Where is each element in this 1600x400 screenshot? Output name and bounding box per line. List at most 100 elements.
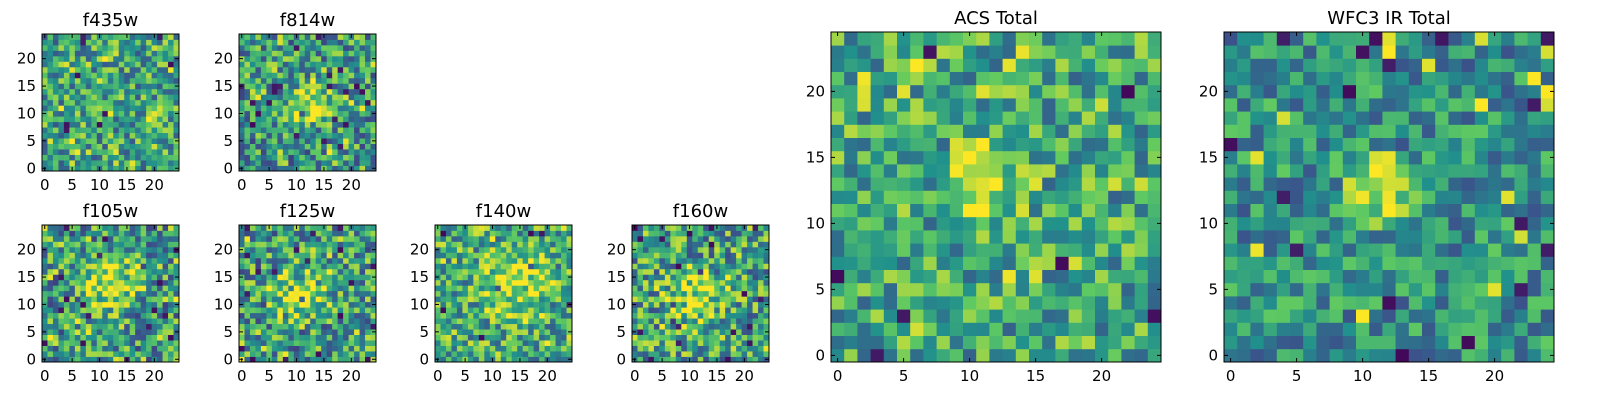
heatmap-cell xyxy=(282,160,289,166)
heatmap-cell xyxy=(1290,243,1304,257)
heatmap-cell xyxy=(326,356,333,363)
heatmap-cell xyxy=(315,301,322,308)
heatmap-cell xyxy=(255,323,262,330)
heatmap-cell xyxy=(747,230,753,237)
heatmap-cell xyxy=(102,116,109,123)
heatmap-cell xyxy=(47,296,54,303)
heatmap-cell xyxy=(74,252,81,259)
heatmap-cell xyxy=(332,149,339,155)
heatmap-cell xyxy=(642,290,649,297)
heatmap-cell xyxy=(681,329,688,335)
heatmap-cell xyxy=(1303,322,1317,336)
heatmap-cell xyxy=(478,235,485,242)
heatmap-cell xyxy=(664,301,671,308)
heatmap-cell xyxy=(686,307,693,314)
heatmap-cell xyxy=(293,44,300,51)
heatmap-cell xyxy=(310,246,317,253)
heatmap-cell xyxy=(1002,309,1017,323)
heatmap-cell xyxy=(857,282,871,297)
heatmap-cell xyxy=(1527,269,1542,284)
heatmap-cell xyxy=(42,230,48,237)
heatmap-cell xyxy=(642,230,649,237)
heatmap-cell xyxy=(1369,256,1383,270)
heatmap-cell xyxy=(107,154,114,161)
heatmap-cell xyxy=(239,230,245,237)
heatmap-cell xyxy=(359,301,366,308)
heatmap-cell xyxy=(653,285,660,292)
heatmap-cell xyxy=(102,143,109,150)
heatmap-cell xyxy=(489,334,496,341)
heatmap-cell xyxy=(107,94,114,101)
heatmap-cell xyxy=(730,241,737,248)
heatmap-cell xyxy=(963,230,977,244)
heatmap-cell xyxy=(255,225,262,231)
heatmap-cell xyxy=(271,356,278,363)
heatmap-cell xyxy=(1068,124,1083,138)
heatmap-cell xyxy=(936,322,951,336)
heatmap-cell xyxy=(343,296,349,303)
heatmap-cell xyxy=(1276,256,1291,270)
heatmap-cell xyxy=(140,274,147,281)
x-tick-label: 10 xyxy=(483,367,502,385)
heatmap-cell xyxy=(1121,98,1135,112)
heatmap-cell xyxy=(69,149,76,155)
heatmap-cell xyxy=(511,279,518,286)
heatmap-cell xyxy=(315,143,322,150)
heatmap-cell xyxy=(897,98,911,112)
heatmap-cell xyxy=(989,348,1003,363)
heatmap-cell xyxy=(478,329,485,335)
heatmap-cell xyxy=(288,72,295,79)
heatmap-cell xyxy=(758,323,764,330)
heatmap-cell xyxy=(1134,164,1149,178)
heatmap-cell xyxy=(277,66,284,73)
heatmap-cell xyxy=(58,230,65,237)
x-tick-label: 20 xyxy=(538,367,557,385)
heatmap-cell xyxy=(1369,309,1383,323)
heatmap-cell xyxy=(370,88,377,95)
heatmap-cell xyxy=(1055,335,1069,350)
heatmap-cell xyxy=(467,301,474,308)
heatmap-cell xyxy=(129,351,136,357)
heatmap-cell xyxy=(282,77,289,84)
heatmap-cell xyxy=(1474,296,1489,310)
heatmap-cell xyxy=(58,225,65,231)
heatmap-cell xyxy=(1448,164,1462,178)
heatmap-cell xyxy=(299,252,306,259)
heatmap-cell xyxy=(326,121,333,128)
y-tick-label: 5 xyxy=(419,323,429,341)
heatmap-cell xyxy=(58,165,65,172)
heatmap-cell xyxy=(168,241,174,248)
heatmap-cell xyxy=(359,110,366,117)
heatmap-cell xyxy=(1068,335,1083,350)
heatmap-cell xyxy=(1435,269,1449,284)
heatmap-cell xyxy=(102,257,109,264)
heatmap-cell xyxy=(315,345,322,352)
heatmap-cell xyxy=(857,177,871,191)
heatmap-cell xyxy=(304,246,311,253)
heatmap-cell xyxy=(315,132,322,139)
heatmap-cell xyxy=(365,105,371,112)
heatmap-cell xyxy=(140,323,147,330)
heatmap-cell xyxy=(124,296,131,303)
heatmap-cell xyxy=(332,274,339,281)
heatmap-cell xyxy=(304,290,311,297)
heatmap-cell xyxy=(69,301,76,308)
heatmap-cell xyxy=(260,307,267,314)
heatmap-cell xyxy=(310,334,317,341)
heatmap-cell xyxy=(989,309,1003,323)
heatmap-cell xyxy=(315,116,322,123)
heatmap-cell xyxy=(1461,203,1476,218)
heatmap-cell xyxy=(561,263,567,270)
heatmap-cell xyxy=(1303,296,1317,310)
heatmap-cell xyxy=(365,307,371,314)
x-tick-label: 5 xyxy=(67,367,77,385)
heatmap-cell xyxy=(730,257,737,264)
heatmap-cell xyxy=(870,282,885,297)
x-tick-label: 5 xyxy=(657,367,667,385)
heatmap-cell xyxy=(310,110,317,117)
heatmap-cell xyxy=(315,296,322,303)
heatmap-cell xyxy=(42,252,48,259)
heatmap-cell xyxy=(522,290,529,297)
heatmap-cell xyxy=(102,61,109,68)
heatmap-cell xyxy=(96,105,103,112)
